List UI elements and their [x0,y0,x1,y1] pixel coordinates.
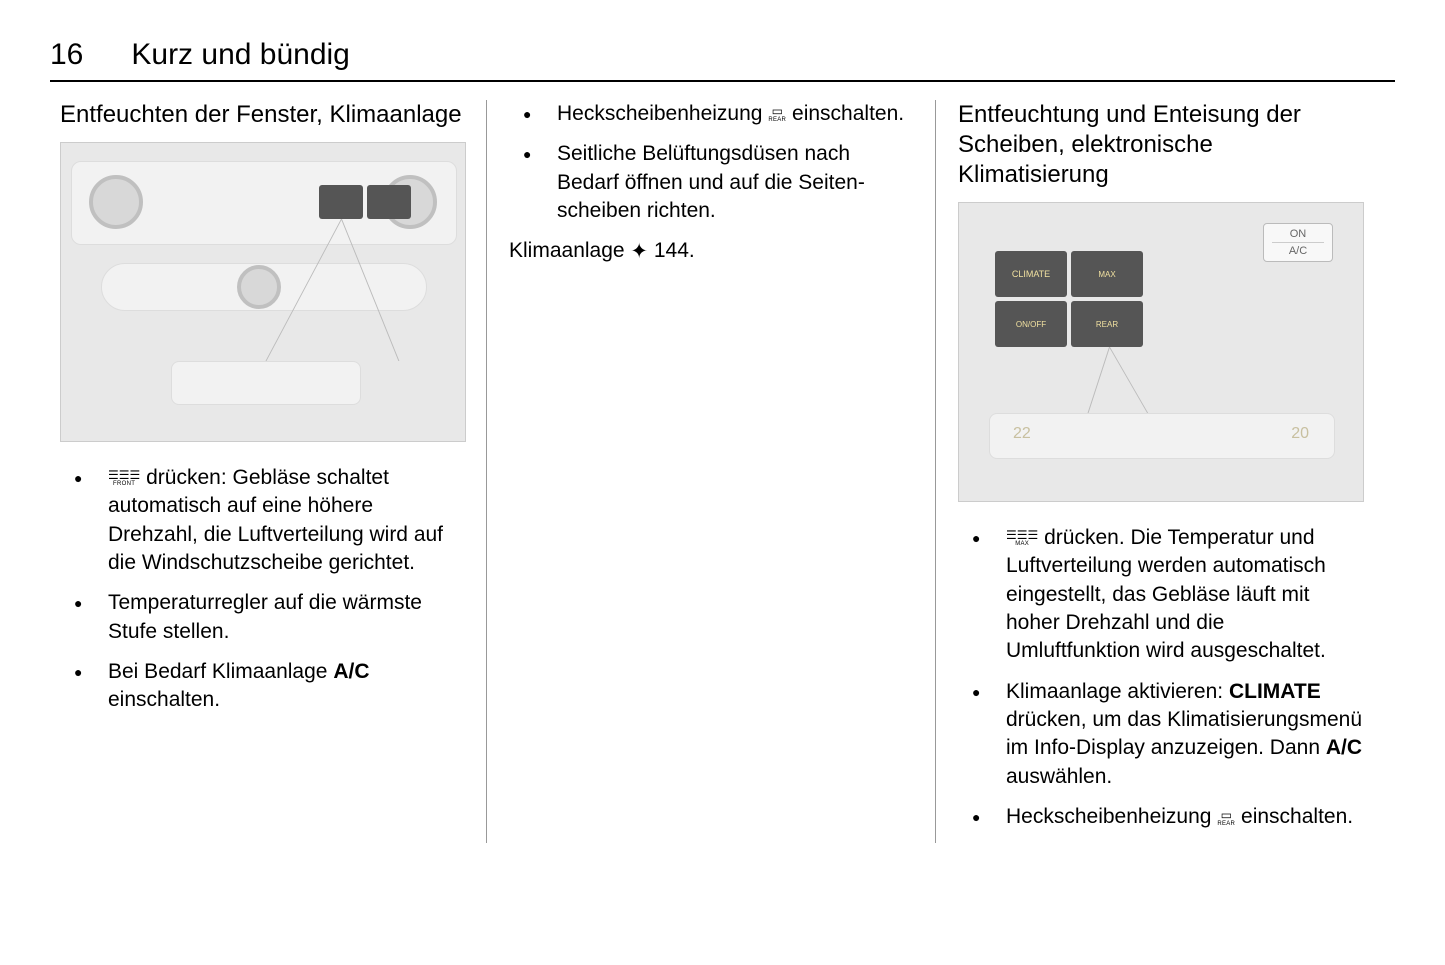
list-item: Bei Bedarf Klimaanlage A/C einschalten. [60,658,464,715]
list-text: drücken: Gebläse schaltet automatisch au… [108,466,443,574]
bullet-list: ☰☰☰FRONT drücken: Gebläse schaltet autom… [60,464,464,715]
list-text: einschalten. [108,688,220,711]
list-text: Seitliche Belüftungsdüsen nach Bedarf öf… [557,142,865,222]
fig-on-label: ON [1272,228,1324,243]
content-columns: Entfeuchten der Fenster, Klimaanlage ☰☰☰… [50,100,1395,843]
column-2: Heckscheibenheizung ▭REAR einschalten. S… [499,100,923,843]
list-text: drücken, um das Klimatisierungsmenü im I… [1006,708,1362,759]
ac-label: A/C [333,660,369,683]
defrost-rear-icon: ▭REAR [768,105,786,123]
fig-climate-button: CLIMATE [995,251,1067,297]
list-item: Heckscheibenheizung ▭REAR einschalten. [958,803,1362,831]
bullet-list: Heckscheibenheizung ▭REAR einschalten. S… [509,100,913,225]
fig-temp-right: 20 [1291,425,1309,443]
column-divider [935,100,936,843]
ac-label: A/C [1326,736,1362,759]
figure-climate-panel-manual [60,142,466,442]
cross-reference: Klimaanlage ✦ 144. [509,237,913,265]
xref-page: 144 [654,239,689,262]
defrost-front-icon: ☰☰☰FRONT [108,469,140,487]
list-item: Klimaanlage aktivieren: CLIMATE drücken,… [958,678,1362,791]
list-text: Heckscheibenheizung [1006,805,1217,828]
fig-rear-button: REAR [1071,301,1143,347]
xref-label: Klimaanlage [509,239,630,262]
chapter-title: Kurz und bündig [131,38,350,72]
section-heading: Entfeuchten der Fenster, Klimaanlage [60,100,464,130]
xref-suffix: . [689,239,695,262]
fig-ac-label: A/C [1272,243,1324,257]
column-divider [486,100,487,843]
list-text: einschalten. [786,102,904,125]
xref-arrow-icon: ✦ [630,238,648,266]
list-text: auswählen. [1006,765,1112,788]
fig-max-button: MAX [1071,251,1143,297]
list-text: Heckscheibenheizung [557,102,768,125]
fig-onoff-button: ON/OFF [995,301,1067,347]
figure-climate-panel-electronic: CLIMATE MAX ON/OFF REAR ON A/C 22 20 [958,202,1364,502]
list-text: drücken. Die Temperatur und Luftverteilu… [1006,526,1326,662]
column-3: Entfeuchtung und Enteisung der Scheiben,… [948,100,1372,843]
climate-label: CLIMATE [1229,680,1321,703]
page-header: 16 Kurz und bündig [50,38,1395,82]
list-item: Seitliche Belüftungsdüsen nach Bedarf öf… [509,140,913,225]
column-1: Entfeuchten der Fenster, Klimaanlage ☰☰☰… [50,100,474,843]
page-number: 16 [50,38,83,72]
defrost-rear-icon: ▭REAR [1217,809,1235,827]
fig-temp-left: 22 [1013,425,1031,443]
list-text: einschalten. [1235,805,1353,828]
bullet-list: ☰☰☰MAX drücken. Die Temperatur und Luftv… [958,524,1362,831]
list-item: Temperaturregler auf die wärm­ste Stufe … [60,589,464,646]
fig-callout: ON A/C [1263,223,1333,262]
list-item: Heckscheibenheizung ▭REAR einschalten. [509,100,913,128]
defrost-max-icon: ☰☰☰MAX [1006,529,1038,547]
list-text: Bei Bedarf Klimaanlage [108,660,333,683]
list-item: ☰☰☰FRONT drücken: Gebläse schaltet autom… [60,464,464,577]
section-heading: Entfeuchtung und Enteisung der Scheiben,… [958,100,1362,190]
list-text: Temperaturregler auf die wärm­ste Stufe … [108,591,422,642]
list-item: ☰☰☰MAX drücken. Die Temperatur und Luftv… [958,524,1362,666]
list-text: Klimaanlage aktivieren: [1006,680,1229,703]
